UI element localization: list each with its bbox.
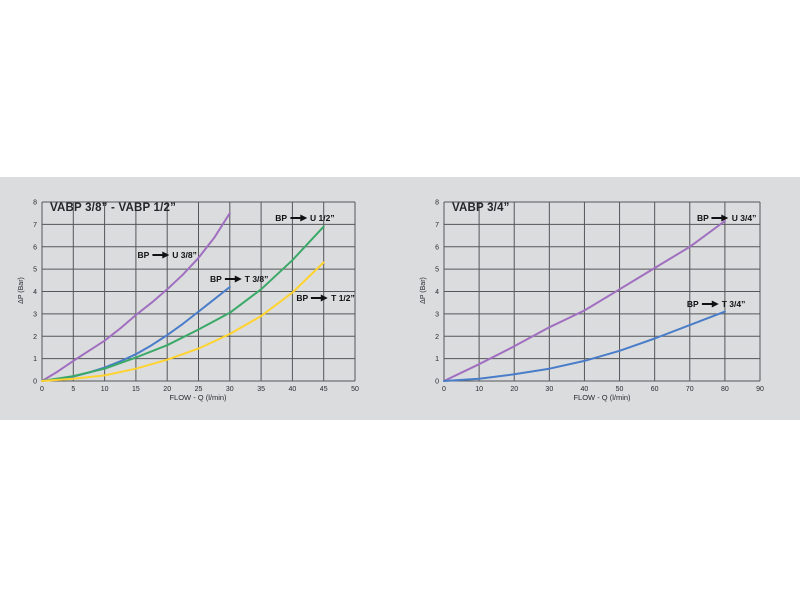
y-tick-label: 1 bbox=[33, 356, 37, 363]
y-tick-label: 3 bbox=[435, 311, 439, 318]
y-tick-label: 1 bbox=[435, 356, 439, 363]
series-curve bbox=[41, 261, 325, 382]
x-tick-label: 15 bbox=[132, 386, 140, 393]
series-curve bbox=[443, 310, 726, 382]
y-tick-label: 8 bbox=[33, 200, 37, 207]
y-tick-label: 7 bbox=[33, 222, 37, 229]
y-tick-label: 4 bbox=[435, 289, 439, 296]
curve-label-prefix: BP bbox=[275, 212, 288, 223]
y-tick-label: 6 bbox=[435, 244, 439, 251]
chart-title: VABP 3/8” - VABP 1/2” bbox=[50, 202, 177, 214]
curve-label: BP U 3/8” bbox=[137, 250, 196, 260]
x-tick-label: 60 bbox=[651, 386, 659, 393]
curve-label-prefix: BP bbox=[137, 249, 150, 260]
x-tick-label: 0 bbox=[442, 386, 446, 393]
series-curve bbox=[443, 220, 726, 382]
y-tick-label: 5 bbox=[33, 267, 37, 274]
curve-label-port: T 3/4” bbox=[721, 298, 746, 309]
y-tick-label: 0 bbox=[33, 379, 37, 386]
curve-label-prefix: BP bbox=[686, 298, 699, 309]
x-axis-label: FLOW - Q (l/min) bbox=[573, 393, 631, 402]
y-tick-label: 8 bbox=[435, 200, 439, 207]
arrow-right-icon bbox=[290, 214, 308, 222]
x-tick-label: 50 bbox=[351, 386, 359, 393]
x-tick-label: 30 bbox=[545, 386, 553, 393]
x-tick-label: 40 bbox=[581, 386, 589, 393]
arrow-right-icon bbox=[224, 275, 242, 283]
curve-label: BP T 3/8” bbox=[210, 274, 268, 284]
gray-panel bbox=[0, 177, 800, 420]
curve-label-prefix: BP bbox=[296, 293, 309, 304]
y-axis-label: ΔP (Bar) bbox=[419, 277, 427, 304]
chart-vabp-38-12: 0 5 10 15 20 25 30 35 40 45 50 0 1 2 3 4 5 6 7 8 VABP 3/8” … bbox=[0, 177, 400, 420]
y-tick-label: 2 bbox=[435, 334, 439, 341]
x-tick-label: 0 bbox=[40, 386, 44, 393]
y-tick-label: 3 bbox=[33, 311, 37, 318]
arrow-right-icon bbox=[152, 251, 170, 259]
y-tick-label: 4 bbox=[33, 289, 37, 296]
x-tick-label: 10 bbox=[475, 386, 483, 393]
chart-plot-area: 0 10 20 30 40 50 60 70 80 90 0 1 2 3 4 5 6 7 8 bbox=[435, 200, 764, 394]
curve-label-prefix: BP bbox=[209, 274, 222, 285]
x-tick-label: 35 bbox=[257, 386, 265, 393]
y-tick-label: 6 bbox=[33, 244, 37, 251]
x-tick-label: 50 bbox=[616, 386, 624, 393]
x-tick-label: 20 bbox=[163, 386, 171, 393]
curve-label-port: U 3/4” bbox=[731, 212, 757, 223]
curve-label-port: U 1/2” bbox=[310, 212, 335, 223]
x-tick-label: 70 bbox=[686, 386, 694, 393]
arrow-right-icon bbox=[701, 300, 719, 308]
y-tick-label: 2 bbox=[33, 334, 37, 341]
arrow-right-icon bbox=[711, 214, 729, 222]
y-axis-label: ΔP (Bar) bbox=[17, 277, 25, 304]
curve-label-port: U 3/8” bbox=[172, 249, 197, 260]
y-tick-label: 5 bbox=[435, 267, 439, 274]
x-tick-label: 90 bbox=[756, 386, 764, 393]
x-tick-label: 45 bbox=[320, 386, 328, 393]
x-tick-label: 5 bbox=[71, 386, 75, 393]
series-curve bbox=[41, 212, 231, 382]
arrow-right-icon bbox=[311, 294, 329, 302]
x-tick-label: 80 bbox=[721, 386, 729, 393]
chart-vabp-34: 0 10 20 30 40 50 60 70 80 90 0 1 2 3 4 5 6 7 8 VABP 3/4” Δ… bbox=[400, 177, 800, 420]
x-tick-label: 25 bbox=[195, 386, 203, 393]
curve-label-port: T 3/8” bbox=[244, 274, 269, 285]
curve-label: BP T 3/4” bbox=[687, 299, 745, 309]
curve-label: BP U 1/2” bbox=[275, 213, 334, 223]
curve-label-port: T 1/2” bbox=[331, 293, 355, 304]
x-axis-label: FLOW - Q (l/min) bbox=[169, 393, 227, 402]
series-curve bbox=[41, 225, 325, 382]
curve-label: BP U 3/4” bbox=[697, 213, 756, 223]
chart-title: VABP 3/4” bbox=[452, 202, 510, 214]
y-tick-label: 7 bbox=[435, 222, 439, 229]
curve-label-prefix: BP bbox=[696, 212, 709, 223]
curve-label: BP T 1/2” bbox=[296, 293, 354, 303]
x-tick-label: 30 bbox=[226, 386, 234, 393]
x-tick-label: 20 bbox=[510, 386, 518, 393]
x-tick-label: 10 bbox=[101, 386, 109, 393]
x-tick-label: 40 bbox=[289, 386, 297, 393]
y-tick-label: 0 bbox=[435, 379, 439, 386]
